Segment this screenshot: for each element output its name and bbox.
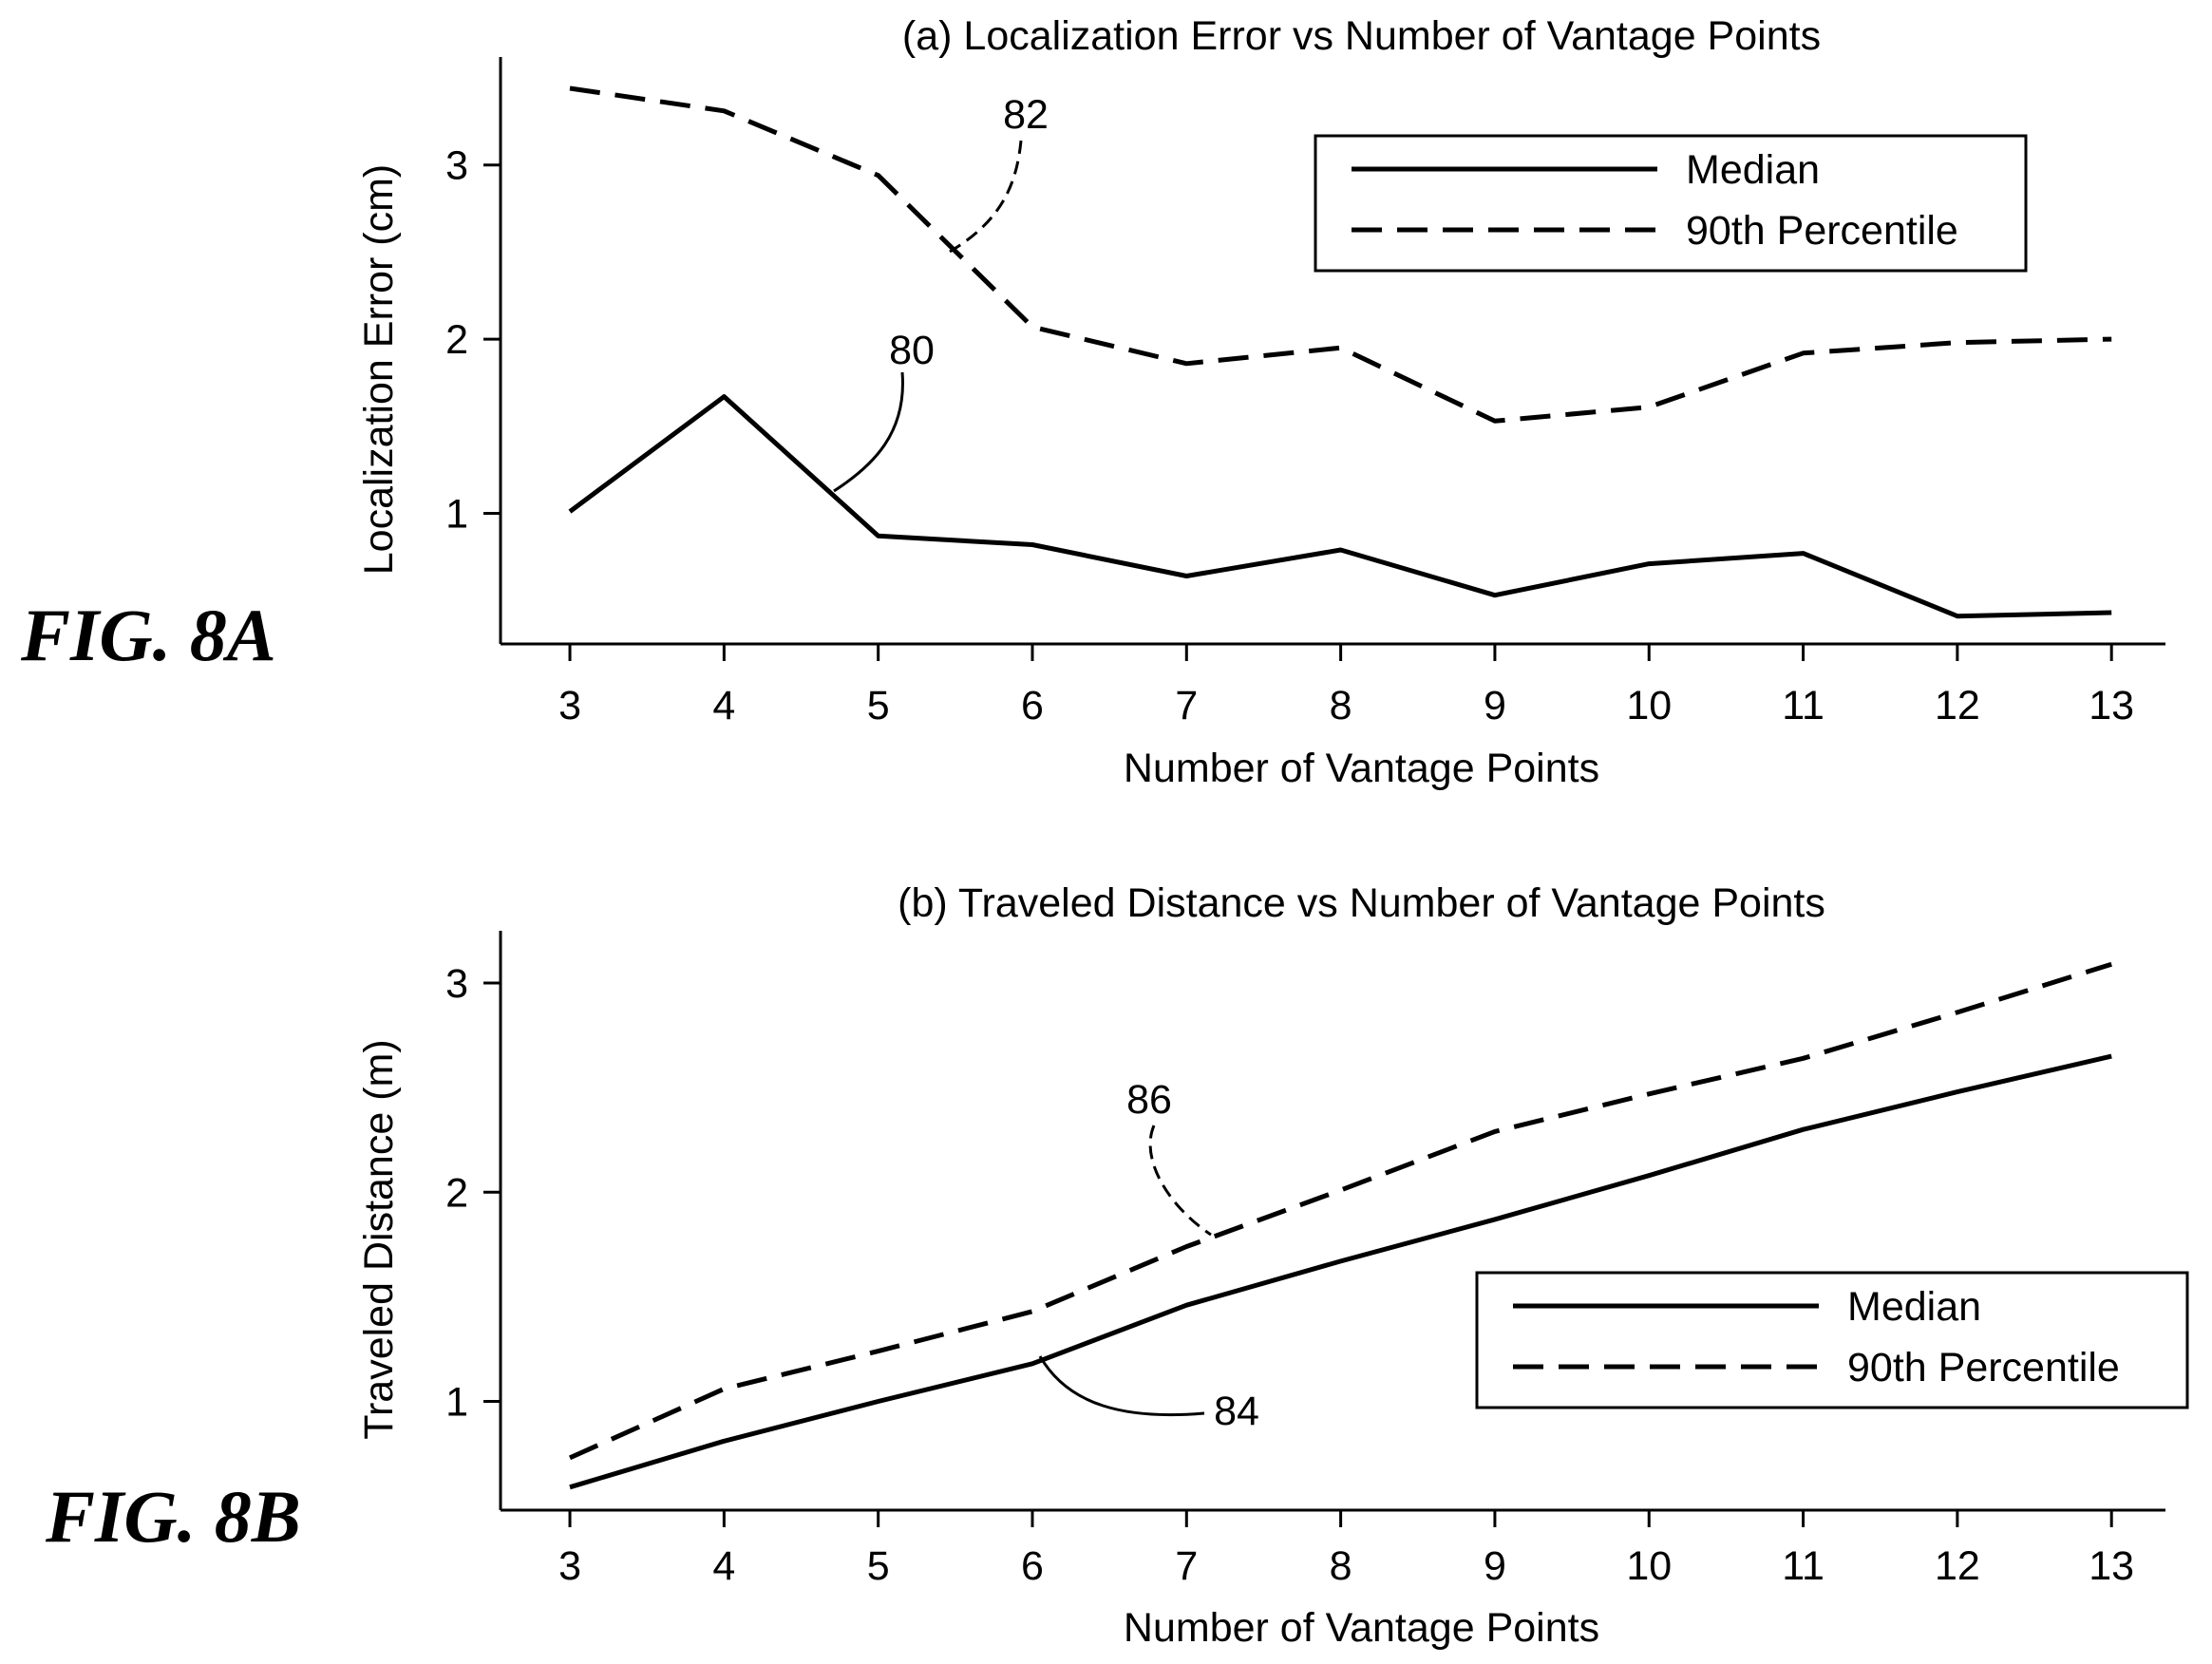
legend-box — [1475, 1271, 2189, 1409]
annotation-leader — [949, 140, 1023, 254]
x-tick-label: 3 — [558, 1543, 581, 1589]
x-tick-label: 12 — [1935, 1543, 1980, 1589]
annotation-label: 80 — [889, 328, 935, 373]
annotation-label: 86 — [1126, 1077, 1172, 1123]
annotation-label: 82 — [1003, 92, 1049, 138]
annotation-leader — [833, 371, 904, 493]
y-axis-label: Traveled Distance (m) — [356, 1039, 402, 1439]
x-axis-label: Number of Vantage Points — [1124, 746, 1599, 791]
legend: Median 90th Percentile — [1314, 134, 2028, 273]
series-line-median — [569, 1053, 2112, 1490]
figure-label-8b: FIG. 8B — [45, 1475, 301, 1558]
chart-localization-error: (a) Localization Error vs Number of Vant… — [356, 13, 2165, 791]
y-tick-label: 3 — [445, 961, 468, 1007]
x-tick-label: 13 — [2089, 683, 2134, 728]
legend-label: 90th Percentile — [1686, 208, 1958, 254]
x-tick-label: 9 — [1484, 1543, 1506, 1589]
y-tick-label: 2 — [445, 1170, 468, 1216]
x-tick-label: 5 — [867, 683, 890, 728]
x-tick-label: 10 — [1626, 683, 1672, 728]
annotation-leader — [1148, 1125, 1212, 1237]
legend: Median 90th Percentile — [1475, 1271, 2189, 1409]
series-line-90th-percentile — [568, 961, 2112, 1461]
y-tick-label: 2 — [445, 317, 468, 363]
x-tick-label: 7 — [1175, 683, 1198, 728]
x-tick-label: 4 — [712, 683, 735, 728]
x-tick-label: 3 — [558, 683, 581, 728]
series-line-median — [568, 394, 2112, 619]
x-tick-label: 10 — [1626, 1543, 1672, 1589]
y-tick-label: 1 — [445, 1379, 468, 1425]
x-tick-label: 7 — [1175, 1543, 1198, 1589]
chart-title: (a) Localization Error vs Number of Vant… — [902, 13, 1821, 59]
x-axis-label: Number of Vantage Points — [1124, 1605, 1599, 1651]
y-tick-label: 3 — [445, 143, 468, 189]
x-tick-label: 11 — [1782, 683, 1824, 728]
x-tick-label: 5 — [867, 1543, 890, 1589]
legend-box — [1314, 134, 2028, 273]
x-tick-label: 8 — [1330, 1543, 1352, 1589]
x-tick-label: 11 — [1782, 1543, 1824, 1589]
x-tick-label: 6 — [1021, 683, 1044, 728]
chart-title: (b) Traveled Distance vs Number of Vanta… — [898, 880, 1825, 926]
chart-traveled-distance: (b) Traveled Distance vs Number of Vanta… — [356, 880, 2189, 1651]
legend-label: 90th Percentile — [1847, 1345, 2120, 1390]
annotation-label: 84 — [1214, 1389, 1259, 1434]
x-tick-label: 13 — [2089, 1543, 2134, 1589]
legend-label: Median — [1847, 1284, 1981, 1330]
y-tick-label: 1 — [445, 491, 468, 537]
x-tick-label: 6 — [1021, 1543, 1044, 1589]
x-tick-label: 8 — [1330, 683, 1352, 728]
series-line-90th-percentile — [569, 85, 2112, 424]
annotation-leader — [1038, 1355, 1205, 1417]
x-tick-label: 9 — [1484, 683, 1506, 728]
legend-label: Median — [1686, 147, 1820, 193]
y-axis-label: Localization Error (cm) — [356, 164, 402, 576]
figure-label-8a: FIG. 8A — [20, 594, 276, 676]
x-tick-label: 4 — [712, 1543, 735, 1589]
x-tick-label: 12 — [1935, 683, 1980, 728]
